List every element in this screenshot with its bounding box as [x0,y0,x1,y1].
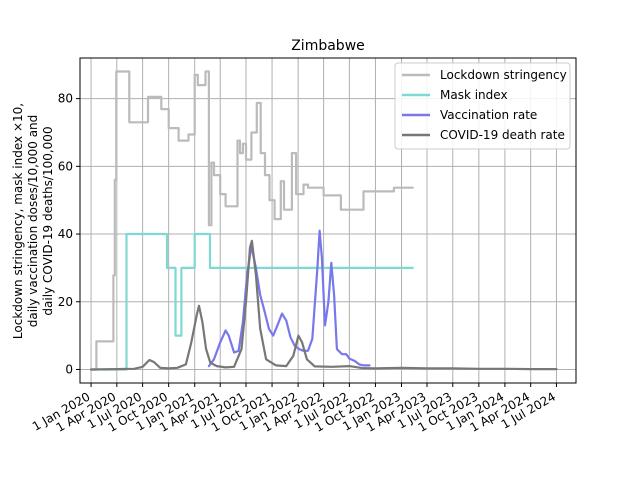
chart-title: Zimbabwe [291,38,365,54]
series-mask-index [89,232,414,371]
y-axis: 0 20 40 60 80 [58,92,80,376]
y-axis-label-line-3: daily COVID-19 deaths/100,000 [41,126,55,315]
series-vaccination-rate [207,229,371,368]
y-axis-label: Lockdown stringency, mask index ×10, dai… [11,103,55,339]
plot-frame [79,57,577,384]
legend-label-vaccination: Vaccination rate [440,108,537,122]
legend-label-mask: Mask index [440,88,508,102]
legend-box [394,62,571,150]
legend: Lockdown stringency Mask index Vaccinati… [394,62,571,150]
legend-label-lockdown: Lockdown stringency [440,68,567,82]
series-layer [89,70,558,371]
y-tick-label: 20 [58,295,73,309]
y-axis-label-line-1: Lockdown stringency, mask index ×10, [11,103,25,339]
y-tick-label: 60 [58,159,73,173]
y-tick-label: 80 [58,92,73,106]
series-covid-death-rate [89,239,558,371]
y-tick-label: 0 [65,362,73,376]
y-tick-label: 40 [58,227,73,241]
y-axis-label-line-2: daily vaccination doses/10,000 and [26,115,40,328]
legend-label-deaths: COVID-19 death rate [440,128,565,142]
series-lockdown-stringency [89,70,414,371]
